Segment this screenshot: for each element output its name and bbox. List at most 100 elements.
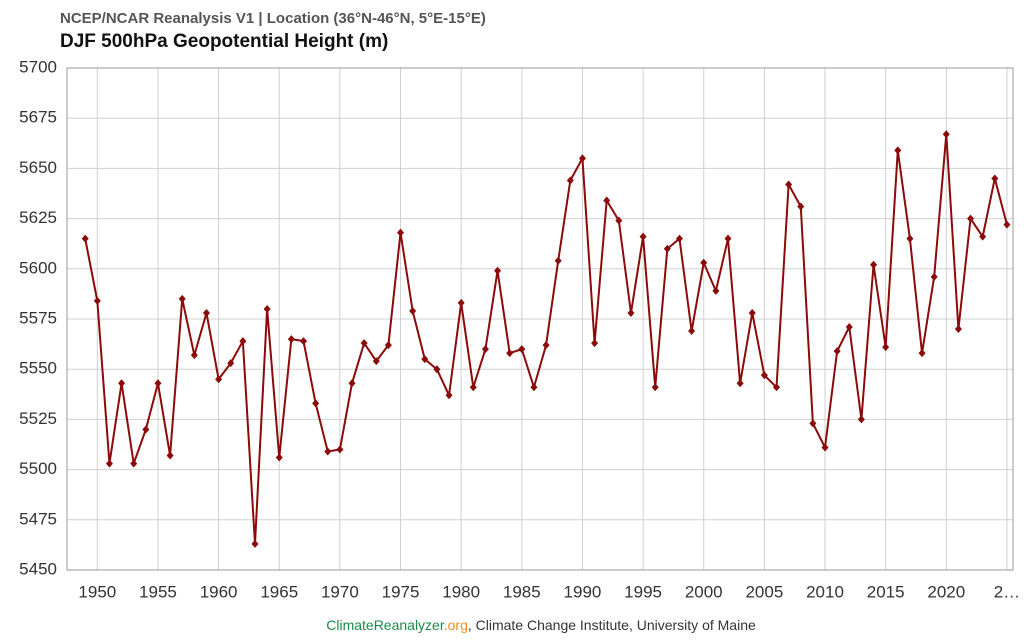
data-point — [615, 216, 623, 225]
data-point — [845, 323, 853, 332]
x-tick-label: 1975 — [382, 582, 420, 601]
data-point — [675, 234, 683, 243]
x-tick-label: 2… — [994, 582, 1020, 601]
source-text: , Climate Change Institute, University o… — [468, 617, 756, 633]
data-point — [930, 272, 938, 281]
data-point — [542, 341, 550, 350]
data-point — [81, 234, 89, 243]
y-tick-label: 5650 — [19, 158, 57, 177]
y-tick-label: 5500 — [19, 459, 57, 478]
data-point — [142, 425, 150, 434]
data-point — [275, 453, 283, 462]
data-point — [433, 365, 441, 374]
y-tick-label: 5625 — [19, 208, 57, 227]
series-line — [84, 134, 1008, 544]
data-point — [700, 258, 708, 267]
x-tick-label: 2015 — [867, 582, 905, 601]
x-tick-label: 2010 — [806, 582, 844, 601]
data-point — [312, 399, 320, 408]
data-point — [554, 256, 562, 265]
x-tick-label: 1985 — [503, 582, 541, 601]
source-link: ClimateReanalyzer — [326, 617, 445, 633]
data-point — [760, 371, 768, 380]
x-tick-label: 1995 — [624, 582, 662, 601]
data-point — [639, 232, 647, 241]
data-point — [239, 337, 247, 346]
source-link-tld: .org — [444, 617, 468, 633]
x-tick-label: 1960 — [200, 582, 238, 601]
data-point — [397, 228, 405, 237]
data-point — [93, 296, 101, 305]
x-tick-label: 1955 — [139, 582, 177, 601]
data-point — [906, 234, 914, 243]
data-point — [506, 349, 514, 358]
data-point — [773, 383, 780, 392]
data-point — [324, 447, 332, 456]
data-point — [809, 419, 817, 428]
data-point — [870, 260, 878, 269]
data-point — [300, 337, 307, 346]
data-point — [979, 232, 987, 241]
y-tick-label: 5575 — [19, 308, 57, 327]
data-point — [481, 345, 489, 354]
data-point — [833, 347, 841, 356]
data-point — [336, 445, 344, 454]
data-point — [445, 391, 453, 400]
data-point — [118, 379, 126, 388]
data-point — [166, 451, 174, 460]
data-point — [154, 379, 162, 388]
data-point — [518, 345, 526, 354]
data-point — [627, 308, 635, 317]
y-tick-label: 5600 — [19, 258, 57, 277]
data-point — [578, 154, 586, 163]
data-point — [748, 308, 756, 317]
data-point — [785, 180, 793, 189]
data-point — [1003, 220, 1011, 229]
x-tick-label: 2020 — [927, 582, 965, 601]
data-point — [918, 349, 926, 358]
data-point — [736, 379, 744, 388]
y-tick-label: 5550 — [19, 359, 57, 378]
data-point — [227, 359, 235, 368]
plot-frame — [66, 67, 1014, 571]
data-point — [991, 174, 999, 183]
data-point — [894, 146, 902, 155]
data-point — [178, 294, 186, 303]
data-point — [263, 304, 271, 313]
data-point — [360, 339, 368, 348]
data-point — [603, 196, 611, 205]
data-point — [712, 286, 720, 295]
data-point — [494, 266, 502, 275]
data-point — [287, 335, 295, 344]
data-point — [954, 325, 962, 334]
x-tick-label: 1970 — [321, 582, 359, 601]
data-point — [251, 539, 259, 548]
y-tick-label: 5525 — [19, 409, 57, 428]
x-tick-label: 1965 — [260, 582, 298, 601]
data-point — [530, 383, 538, 392]
data-point — [942, 130, 950, 139]
x-tick-label: 1990 — [564, 582, 602, 601]
data-point — [130, 459, 138, 468]
x-tick-label: 2005 — [745, 582, 783, 601]
y-tick-label: 5675 — [19, 108, 57, 127]
data-point — [651, 383, 659, 392]
data-point — [566, 176, 574, 185]
data-point — [215, 375, 223, 384]
data-point — [348, 379, 356, 388]
chart-title: DJF 500hPa Geopotential Height (m) — [60, 31, 388, 52]
data-point — [591, 339, 599, 348]
data-point — [967, 214, 975, 223]
data-point — [384, 341, 392, 350]
data-point — [202, 308, 210, 317]
data-point — [857, 415, 865, 424]
data-point — [105, 459, 113, 468]
data-point — [663, 244, 671, 253]
data-point — [688, 327, 696, 336]
y-tick-label: 5700 — [19, 57, 57, 76]
data-point — [409, 306, 417, 315]
data-point — [457, 298, 465, 307]
data-point — [821, 443, 829, 452]
data-point — [190, 351, 198, 360]
data-point — [372, 357, 380, 366]
